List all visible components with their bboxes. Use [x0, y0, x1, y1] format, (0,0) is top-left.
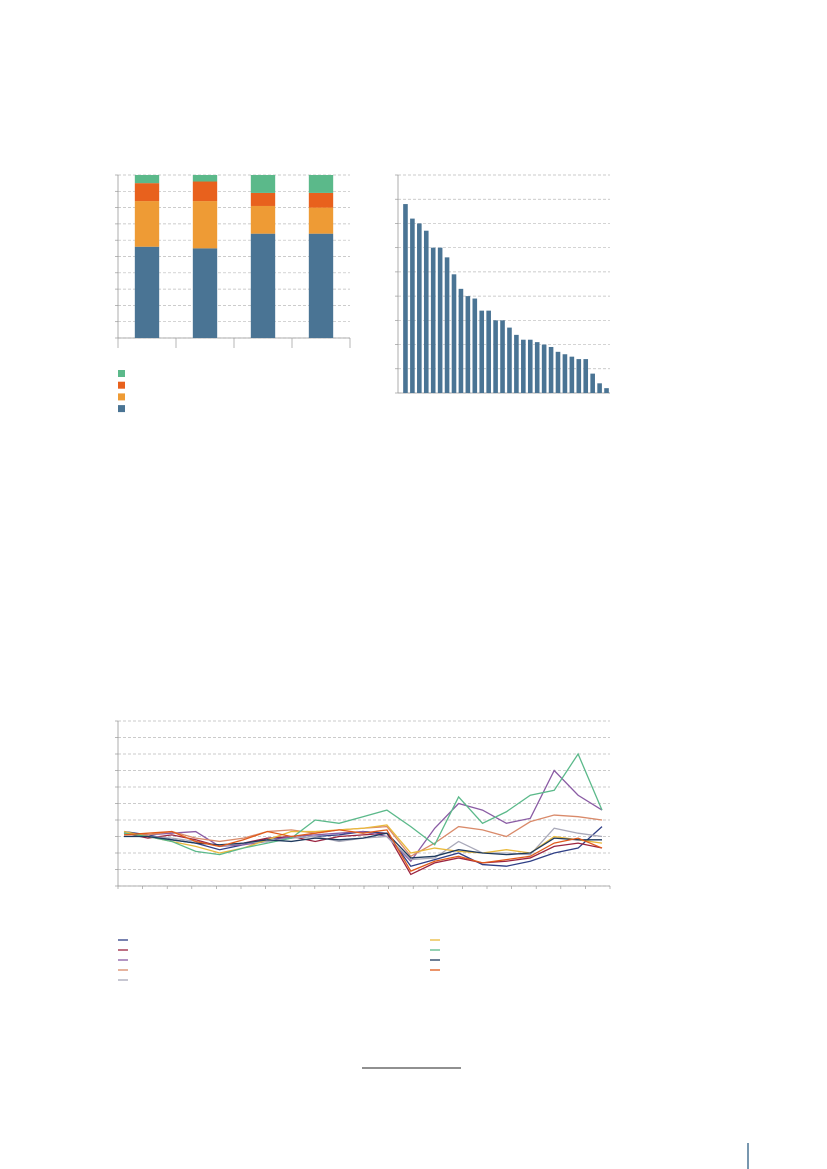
- bar-segment: [250, 175, 276, 193]
- bar-segment: [192, 175, 218, 182]
- bar-segment: [134, 175, 160, 184]
- bar-segment: [250, 233, 276, 338]
- bar-segment: [308, 207, 334, 234]
- bar: [562, 354, 568, 393]
- bar: [500, 320, 505, 393]
- bar-segment: [134, 201, 160, 247]
- line-series: [123, 829, 603, 872]
- bar: [507, 327, 512, 393]
- bar: [444, 257, 450, 393]
- bar: [430, 247, 436, 393]
- bar: [583, 359, 589, 393]
- bar-segment: [308, 192, 334, 208]
- line-series: [123, 769, 603, 863]
- legend-swatch: [118, 370, 125, 377]
- line-series: [123, 752, 603, 856]
- bar-segment: [250, 192, 276, 206]
- bar: [479, 310, 485, 393]
- bar: [423, 230, 429, 393]
- bar: [451, 274, 457, 393]
- line-series: [123, 832, 603, 876]
- bar: [555, 351, 561, 393]
- bar: [410, 218, 415, 393]
- bar: [472, 298, 478, 393]
- bar: [576, 359, 582, 393]
- bar: [604, 388, 609, 393]
- bar: [590, 373, 595, 393]
- bar-segment: [192, 201, 218, 249]
- legend-swatch: [118, 405, 125, 413]
- legend-swatch: [118, 381, 125, 389]
- bar-segment: [192, 248, 218, 338]
- bar: [527, 339, 533, 393]
- bar-segment: [192, 181, 218, 202]
- bar-segment: [134, 246, 160, 338]
- bar: [403, 204, 408, 393]
- bar: [493, 320, 498, 393]
- bar: [465, 296, 471, 393]
- bar: [569, 356, 575, 393]
- line-series: [123, 824, 603, 854]
- bar: [597, 383, 602, 393]
- bar: [534, 342, 540, 393]
- legend-swatch: [118, 393, 125, 401]
- line-series: [124, 814, 603, 858]
- bar-segment: [308, 233, 334, 338]
- bar: [548, 346, 554, 393]
- bar-segment: [134, 183, 160, 202]
- bar-segment: [308, 175, 334, 193]
- bar: [514, 334, 519, 393]
- bar: [541, 344, 547, 393]
- bar: [458, 288, 464, 393]
- bar-segment: [250, 205, 276, 234]
- bar: [521, 339, 526, 393]
- bar: [417, 223, 422, 393]
- bar: [486, 310, 491, 393]
- bar: [437, 247, 443, 393]
